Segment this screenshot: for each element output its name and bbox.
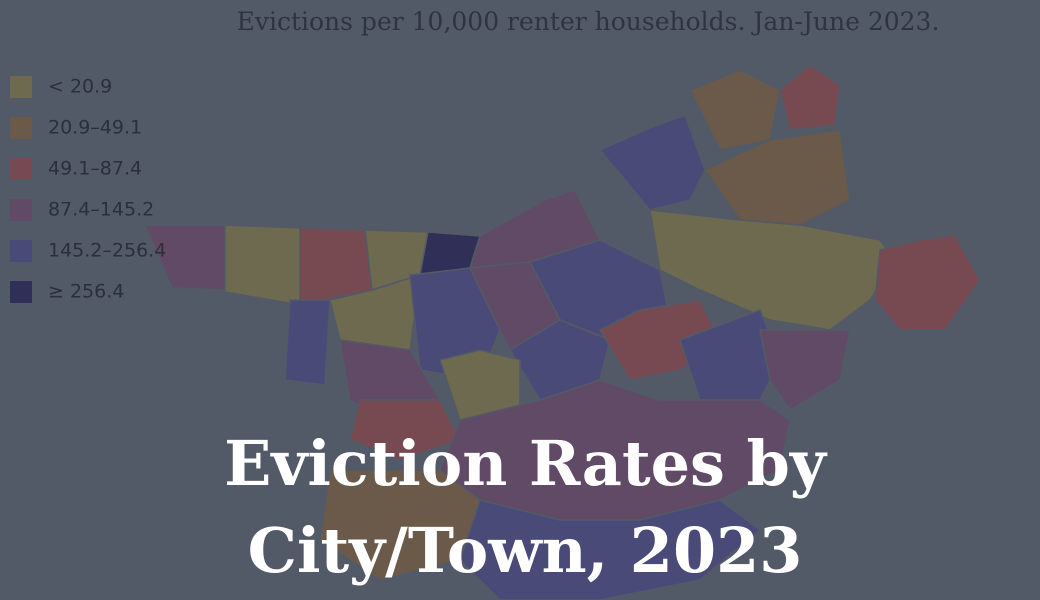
legend-label: 87.4–145.2 bbox=[48, 199, 154, 221]
region bbox=[459, 499, 762, 600]
region bbox=[598, 114, 706, 211]
region bbox=[508, 319, 611, 401]
legend-swatch bbox=[10, 76, 32, 98]
title-line: Eviction Rates by bbox=[224, 427, 828, 500]
region bbox=[779, 64, 841, 131]
region bbox=[224, 224, 301, 306]
legend-swatch bbox=[10, 240, 32, 262]
legend-label: 49.1–87.4 bbox=[48, 158, 142, 180]
legend-swatch bbox=[10, 117, 32, 139]
legend: < 20.9 20.9–49.1 49.1–87.4 87.4–145.2 145.2–… bbox=[10, 76, 166, 303]
map bbox=[143, 64, 981, 600]
legend-label: ≥ 256.4 bbox=[48, 281, 124, 303]
legend-swatch bbox=[10, 158, 32, 180]
region bbox=[284, 299, 331, 386]
legend-label: 20.9–49.1 bbox=[48, 117, 142, 139]
region bbox=[874, 234, 981, 331]
region bbox=[688, 69, 781, 151]
subtitle: Evictions per 10,000 renter households. … bbox=[237, 7, 940, 36]
legend-label: 145.2–256.4 bbox=[48, 240, 166, 262]
region bbox=[759, 329, 851, 412]
legend-swatch bbox=[10, 281, 32, 303]
region bbox=[649, 209, 896, 331]
region bbox=[439, 349, 521, 421]
title-line: City/Town, 2023 bbox=[248, 514, 803, 587]
legend-label: < 20.9 bbox=[48, 76, 112, 98]
legend-swatch bbox=[10, 199, 32, 221]
region bbox=[349, 399, 462, 461]
